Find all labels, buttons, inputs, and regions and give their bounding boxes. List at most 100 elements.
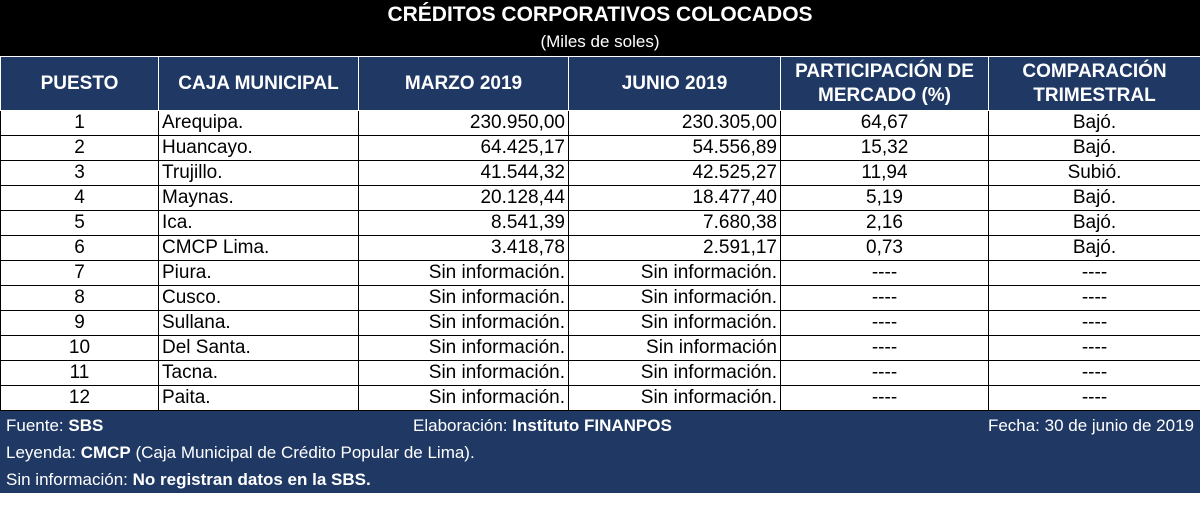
cell-comparacion: ---- (988, 285, 1200, 311)
cell-comparacion: ---- (988, 385, 1200, 411)
cell-marzo: Sin información. (358, 360, 569, 386)
footer-row-1: Fuente: SBS Elaboración: Instituto FINAN… (6, 413, 1194, 440)
cell-marzo: Sin información. (358, 285, 569, 311)
header-caja: CAJA MUNICIPAL (158, 56, 359, 111)
page-title: CRÉDITOS CORPORATIVOS COLOCADOS (387, 3, 813, 26)
header-participacion: PARTICIPACIÓN DE MERCADO (%) (780, 56, 989, 111)
cell-participacion: 15,32 (780, 135, 989, 161)
table-header-row: PUESTO CAJA MUNICIPAL MARZO 2019 JUNIO 2… (0, 56, 1200, 111)
cell-marzo: 41.544,32 (358, 160, 569, 186)
cell-participacion: ---- (780, 385, 989, 411)
cell-marzo: 20.128,44 (358, 185, 569, 211)
cell-junio: 42.525,27 (568, 160, 781, 186)
sininfo: Sin información: No registran datos en l… (6, 467, 371, 493)
cell-caja: Trujillo. (158, 160, 359, 186)
cell-puesto: 1 (0, 110, 159, 136)
table-row: 3 Trujillo. 41.544,32 42.525,27 11,94 Subió. (0, 160, 1200, 186)
credits-table: PUESTO CAJA MUNICIPAL MARZO 2019 JUNIO 2… (0, 56, 1200, 411)
cell-caja: Cusco. (158, 285, 359, 311)
cell-junio: Sin información. (568, 260, 781, 286)
header-marzo: MARZO 2019 (358, 56, 569, 111)
cell-participacion: 11,94 (780, 160, 989, 186)
cell-comparacion: ---- (988, 310, 1200, 336)
cell-participacion: 0,73 (780, 235, 989, 261)
cell-junio: Sin información. (568, 310, 781, 336)
cell-participacion: ---- (780, 335, 989, 361)
cell-marzo: 64.425,17 (358, 135, 569, 161)
header-junio: JUNIO 2019 (568, 56, 781, 111)
leyenda-label: Leyenda: (6, 443, 81, 462)
cell-comparacion: ---- (988, 335, 1200, 361)
cell-puesto: 9 (0, 310, 159, 336)
table-row: 6 CMCP Lima. 3.418,78 2.591,17 0,73 Bajó. (0, 235, 1200, 261)
cell-marzo: 230.950,00 (358, 110, 569, 136)
cell-participacion: ---- (780, 260, 989, 286)
cell-comparacion: Bajó. (988, 235, 1200, 261)
cell-caja: Arequipa. (158, 110, 359, 136)
cell-marzo: 8.541,39 (358, 210, 569, 236)
cell-marzo: Sin información. (358, 260, 569, 286)
cell-comparacion: Bajó. (988, 135, 1200, 161)
cell-comparacion: ---- (988, 260, 1200, 286)
cell-puesto: 11 (0, 360, 159, 386)
leyenda: Leyenda: CMCP (Caja Municipal de Crédito… (6, 440, 475, 466)
table-body: 1 Arequipa. 230.950,00 230.305,00 64,67 Bajó.… (0, 110, 1200, 411)
table-row: 12 Paita. Sin información. Sin información.… (0, 385, 1200, 411)
cell-marzo: Sin información. (358, 310, 569, 336)
footer-row-3: Sin información: No registran datos en l… (6, 467, 1194, 494)
cell-caja: Huancayo. (158, 135, 359, 161)
cell-comparacion: Subió. (988, 160, 1200, 186)
header-comparacion: COMPARACIÓN TRIMESTRAL (988, 56, 1200, 111)
cell-comparacion: Bajó. (988, 185, 1200, 211)
cell-marzo: 3.418,78 (358, 235, 569, 261)
cell-comparacion: ---- (988, 360, 1200, 386)
cell-junio: 7.680,38 (568, 210, 781, 236)
table-row: 8 Cusco. Sin información. Sin información. -… (0, 285, 1200, 311)
cell-marzo: Sin información. (358, 385, 569, 411)
cell-participacion: ---- (780, 285, 989, 311)
cell-puesto: 6 (0, 235, 159, 261)
footer-row-2: Leyenda: CMCP (Caja Municipal de Crédito… (6, 440, 1194, 467)
cell-puesto: 4 (0, 185, 159, 211)
cell-junio: 54.556,89 (568, 135, 781, 161)
cell-junio: 2.591,17 (568, 235, 781, 261)
fecha: Fecha: 30 de junio de 2019 (987, 416, 1194, 435)
cell-puesto: 2 (0, 135, 159, 161)
cell-junio: 18.477,40 (568, 185, 781, 211)
leyenda-value: CMCP (80, 443, 131, 462)
footer: Fuente: SBS Elaboración: Instituto FINAN… (0, 411, 1200, 493)
table-row: 2 Huancayo. 64.425,17 54.556,89 15,32 Bajó. (0, 135, 1200, 161)
cell-junio: Sin información. (568, 285, 781, 311)
table-row: 1 Arequipa. 230.950,00 230.305,00 64,67 Bajó. (0, 110, 1200, 136)
cell-comparacion: Bajó. (988, 210, 1200, 236)
cell-puesto: 8 (0, 285, 159, 311)
cell-caja: Del Santa. (158, 335, 359, 361)
cell-participacion: 2,16 (780, 210, 989, 236)
fuente: Fuente: SBS (6, 413, 103, 439)
table-row: 4 Maynas. 20.128,44 18.477,40 5,19 Bajó. (0, 185, 1200, 211)
cell-junio: Sin información (568, 335, 781, 361)
sininfo-value: No registran datos en la SBS. (132, 470, 371, 489)
elaboracion-value: Instituto FINANPOS (512, 416, 672, 435)
cell-participacion: 5,19 (780, 185, 989, 211)
sininfo-label: Sin información: (6, 470, 133, 489)
cell-caja: Ica. (158, 210, 359, 236)
table-row: 7 Piura. Sin información. Sin información. -… (0, 260, 1200, 286)
cell-puesto: 10 (0, 335, 159, 361)
cell-junio: Sin información. (568, 385, 781, 411)
cell-caja: Paita. (158, 385, 359, 411)
cell-caja: Maynas. (158, 185, 359, 211)
cell-caja: Piura. (158, 260, 359, 286)
cell-puesto: 3 (0, 160, 159, 186)
fuente-label: Fuente: (6, 416, 69, 435)
table-row: 11 Tacna. Sin información. Sin información.… (0, 360, 1200, 386)
cell-puesto: 7 (0, 260, 159, 286)
cell-caja: CMCP Lima. (158, 235, 359, 261)
title-block: CRÉDITOS CORPORATIVOS COLOCADOS (Miles d… (0, 0, 1200, 56)
table-row: 10 Del Santa. Sin información. Sin informac… (0, 335, 1200, 361)
cell-marzo: Sin información. (358, 335, 569, 361)
cell-participacion: ---- (780, 360, 989, 386)
table-row: 5 Ica. 8.541,39 7.680,38 2,16 Bajó. (0, 210, 1200, 236)
fuente-value: SBS (68, 416, 104, 435)
leyenda-desc: (Caja Municipal de Crédito Popular de Li… (130, 443, 475, 462)
